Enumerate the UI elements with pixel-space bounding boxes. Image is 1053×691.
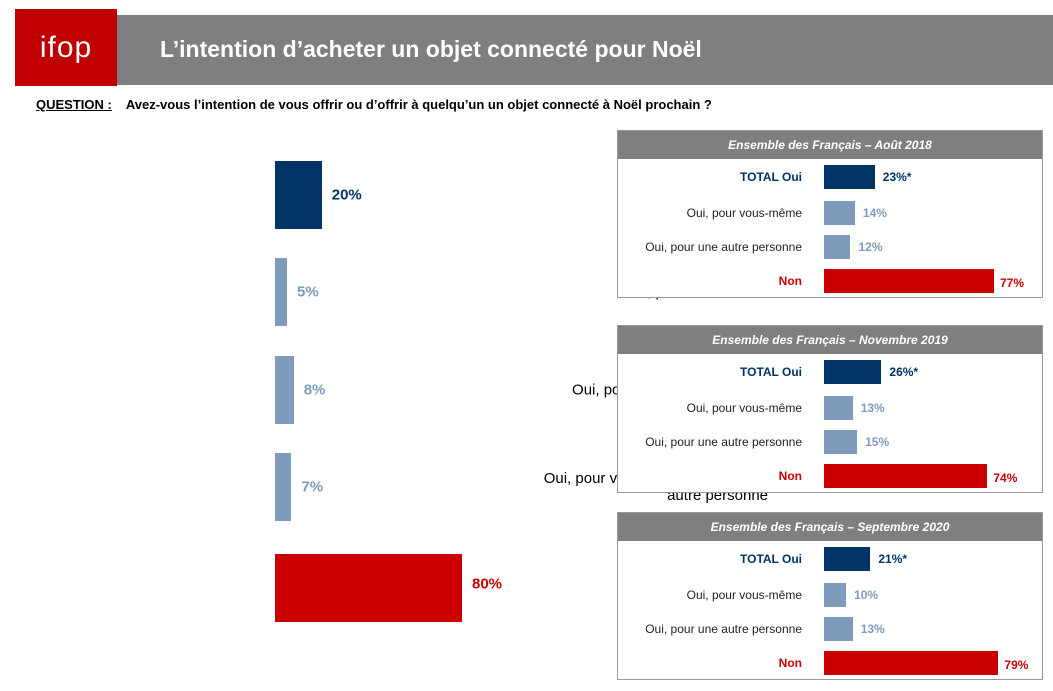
panel-bar [824, 583, 847, 607]
panel-bar [824, 235, 851, 259]
panel-bar [824, 201, 855, 225]
comparison-panel: Ensemble des Français – Septembre 2020 TO… [617, 512, 1043, 680]
panel-bar [824, 617, 853, 641]
panel-bar-value: 23%* [882, 170, 912, 184]
page-title: L’intention d’acheter un objet connecté … [160, 36, 702, 62]
logo-text: ifop [39, 30, 93, 64]
panel-bar-value: 13% [860, 401, 885, 415]
panel-row: Non 77% [618, 269, 1042, 293]
panel-bar-value: 77% [1000, 276, 1025, 291]
panel-bar [824, 547, 871, 571]
comparison-panel: Ensemble des Français – Août 2018 TOTAL O… [617, 130, 1043, 298]
panel-bar-label: Oui, pour vous-même [686, 401, 802, 415]
panel-bar-value: 74% [993, 471, 1018, 486]
main-bar [275, 356, 294, 424]
panel-row: TOTAL Oui 23%* [618, 165, 1042, 189]
panel-bar-value: 10% [854, 588, 879, 602]
panel-title: Ensemble des Français – Septembre 2020 [618, 513, 1042, 541]
panel-bar-value: 26%* [889, 365, 919, 379]
panel-bar-value: 21%* [878, 552, 908, 566]
panel-title: Ensemble des Français – Novembre 2019 [618, 326, 1042, 354]
panel-row: TOTAL Oui 26%* [618, 360, 1042, 384]
panel-bar-label: Oui, pour une autre personne [645, 240, 802, 254]
panel-bar-value: 13% [860, 622, 885, 636]
panel-row: Oui, pour vous-même 14% [618, 201, 1042, 225]
panel-row: TOTAL Oui 21%* [618, 547, 1042, 571]
panel-bar-label: Oui, pour vous-même [686, 206, 802, 220]
panel-bar [824, 269, 994, 293]
panel-bar [824, 464, 988, 488]
panel-bar-label: TOTAL Oui [740, 170, 802, 184]
main-bar [275, 554, 462, 622]
panel-row: Oui, pour vous-même 13% [618, 396, 1042, 420]
panel-bar [824, 396, 853, 420]
comparison-panel: Ensemble des Français – Novembre 2019 TOT… [617, 325, 1043, 493]
panel-bar-value: 12% [858, 240, 883, 254]
panel-bar-label: TOTAL Oui [740, 552, 802, 566]
panel-row: Oui, pour une autre personne 13% [618, 617, 1042, 641]
question-label: QUESTION : [36, 97, 112, 112]
panel-title: Ensemble des Français – Août 2018 [618, 131, 1042, 159]
main-bar-value: 8% [303, 381, 326, 399]
panel-bar-value: 15% [865, 435, 890, 449]
main-bar [275, 453, 292, 521]
header-bar [15, 15, 1053, 85]
panel-bar-label: Non [778, 274, 802, 288]
main-bar-value: 80% [472, 575, 503, 593]
panel-bar-label: Non [778, 656, 802, 670]
panel-bar-value: 79% [1004, 658, 1029, 673]
question-text: Avez-vous l’intention de vous offrir ou … [125, 97, 712, 112]
question: QUESTION : Avez-vous l’intention de vous … [36, 97, 712, 112]
panel-bar-label: Oui, pour vous-même [686, 588, 802, 602]
panel-row: Oui, pour vous-même 10% [618, 583, 1042, 607]
panel-bar-value: 14% [862, 206, 887, 220]
ifop-logo: ifop [15, 9, 117, 86]
panel-bar [824, 165, 875, 189]
main-bar-value: 7% [301, 478, 324, 496]
panel-row: Oui, pour une autre personne 15% [618, 430, 1042, 454]
panel-bar [824, 651, 999, 675]
main-bar [275, 258, 287, 326]
panel-row: Oui, pour une autre personne 12% [618, 235, 1042, 259]
main-bar-value: 20% [331, 186, 362, 204]
panel-bar [824, 360, 882, 384]
panel-bar [824, 430, 858, 454]
main-bar [275, 161, 322, 229]
panel-bar-label: Oui, pour une autre personne [645, 622, 802, 636]
panel-row: Non 74% [618, 464, 1042, 488]
panel-bar-label: Non [778, 469, 802, 483]
main-bar-value: 5% [297, 283, 319, 301]
panel-bar-label: Oui, pour une autre personne [645, 435, 802, 449]
panel-row: Non 79% [618, 651, 1042, 675]
panel-bar-label: TOTAL Oui [740, 365, 802, 379]
